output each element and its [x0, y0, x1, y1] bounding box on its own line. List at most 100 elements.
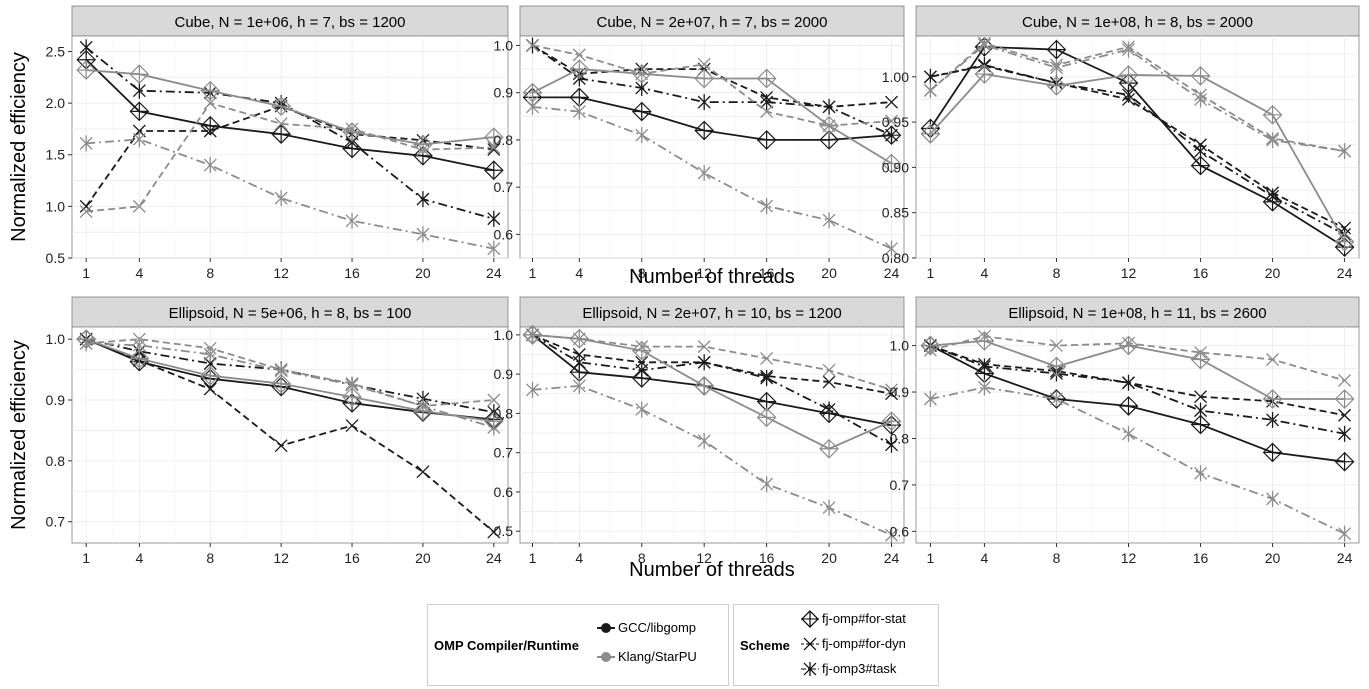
- data-point: [526, 38, 539, 52]
- y-tick-label: 0.7: [890, 477, 910, 493]
- panel-title: Ellipsoid, N = 2e+07, h = 10, bs = 1200: [582, 305, 841, 322]
- x-tick-label: 8: [638, 550, 646, 566]
- data-point: [635, 362, 649, 379]
- panel-1: Cube, N = 1e+06, h = 7, bs = 1200 0.5 1.0 1…: [46, 5, 509, 281]
- data-point: [274, 117, 288, 131]
- point-x-b: [274, 117, 288, 131]
- y-tick-label: 0.85: [882, 205, 909, 221]
- x-tick-label: 4: [135, 550, 143, 566]
- data-point: [760, 370, 774, 387]
- data-point: [760, 105, 774, 119]
- series-klangstarpu-fjompforstat: [76, 60, 504, 155]
- point-x-b: [203, 382, 217, 396]
- data-point: [1262, 104, 1283, 125]
- data-point: [881, 153, 902, 174]
- point-x-b: [487, 141, 501, 154]
- point-diamond: [1334, 231, 1355, 252]
- y-tick-label: 1.5: [46, 147, 66, 163]
- data-point: [697, 340, 711, 354]
- data-point: [132, 82, 146, 99]
- x-tick-label: 12: [1121, 265, 1137, 281]
- point-x-b: [885, 95, 898, 109]
- data-point: [977, 37, 991, 54]
- point-diamond: [631, 340, 652, 361]
- point-diamond: [881, 415, 902, 436]
- data-point: [822, 363, 836, 377]
- point-diamond: [200, 80, 221, 101]
- point-x-b: [487, 393, 501, 407]
- data-point: [822, 375, 836, 389]
- y-tick-label: 0.6: [494, 226, 514, 242]
- data-point: [885, 383, 898, 397]
- series-klangstarpu-fjompfordyn: [526, 38, 898, 133]
- data-point: [572, 354, 586, 371]
- point-x-b: [885, 387, 898, 401]
- data-point: [1194, 402, 1207, 419]
- grid: [72, 327, 508, 543]
- data-point: [416, 465, 430, 479]
- x-tick-label: 24: [884, 265, 900, 281]
- point-x-b: [572, 332, 586, 346]
- point-diamond: [920, 335, 941, 356]
- data-point: [1050, 339, 1063, 353]
- point-diamond: [129, 64, 150, 85]
- data-point: [132, 337, 146, 354]
- series-klangstarpu-fjomp3task: [79, 335, 501, 436]
- point-x-b: [274, 439, 288, 453]
- data-point: [974, 64, 995, 84]
- data-point: [1338, 525, 1352, 542]
- x-tick-label: 12: [1121, 550, 1137, 566]
- legend-asterisk-icon: [801, 662, 819, 676]
- point-diamond: [342, 387, 362, 407]
- data-point: [1334, 231, 1355, 252]
- data-point: [694, 68, 715, 89]
- point-x-b: [526, 328, 539, 342]
- x-tick-label: 24: [486, 265, 502, 281]
- data-point: [635, 127, 649, 144]
- data-point: [881, 411, 902, 432]
- data-point: [79, 135, 93, 152]
- panel-strip: [71, 296, 509, 328]
- point-x-b: [1194, 390, 1207, 404]
- legend-scheme-title: Scheme: [740, 638, 790, 653]
- panel-2: Cube, N = 2e+07, h = 7, bs = 2000 0.6 0.7 0…: [494, 5, 905, 281]
- data-point: [132, 199, 146, 213]
- panel-strip: [71, 5, 509, 37]
- data-point: [920, 124, 941, 144]
- data-point: [822, 119, 836, 133]
- point-diamond: [819, 130, 839, 150]
- series-klangstarpu-fjomp3task: [526, 377, 898, 544]
- series-klangstarpu-fjompfordyn: [79, 96, 501, 218]
- point-x-b: [1194, 346, 1207, 360]
- data-point: [1122, 425, 1135, 442]
- legend-label-gcc: GCC/libgomp: [618, 620, 697, 635]
- data-point: [483, 160, 504, 181]
- point-diamond: [756, 130, 777, 150]
- data-point: [572, 48, 586, 62]
- data-point: [487, 141, 501, 154]
- y-tick-label: 0.9: [46, 392, 66, 408]
- data-point: [694, 120, 715, 141]
- data-point: [923, 343, 937, 357]
- data-point: [129, 64, 150, 85]
- data-point: [483, 127, 504, 148]
- x-tick-label: 8: [1053, 265, 1061, 281]
- plot-area: [915, 326, 1360, 544]
- data-point: [1118, 396, 1139, 416]
- data-point: [1262, 442, 1283, 463]
- point-x-b: [760, 351, 774, 365]
- x-axis-title-row2: Number of threads: [629, 559, 795, 581]
- x-tick-label: 12: [273, 265, 289, 281]
- point-diamond: [342, 122, 362, 142]
- data-point: [1118, 65, 1139, 85]
- legend-label-klang: Klang/StarPU: [618, 649, 697, 664]
- data-point: [885, 240, 898, 257]
- data-point: [1266, 132, 1280, 149]
- point-x-b: [572, 48, 586, 62]
- data-point: [697, 354, 711, 371]
- point-x-b: [1122, 336, 1135, 350]
- panel-5: Ellipsoid, N = 2e+07, h = 10, bs = 1200 0…: [494, 296, 905, 566]
- point-diamond: [631, 368, 652, 388]
- y-tick-label: 0.5: [494, 523, 514, 539]
- data-point: [822, 401, 836, 418]
